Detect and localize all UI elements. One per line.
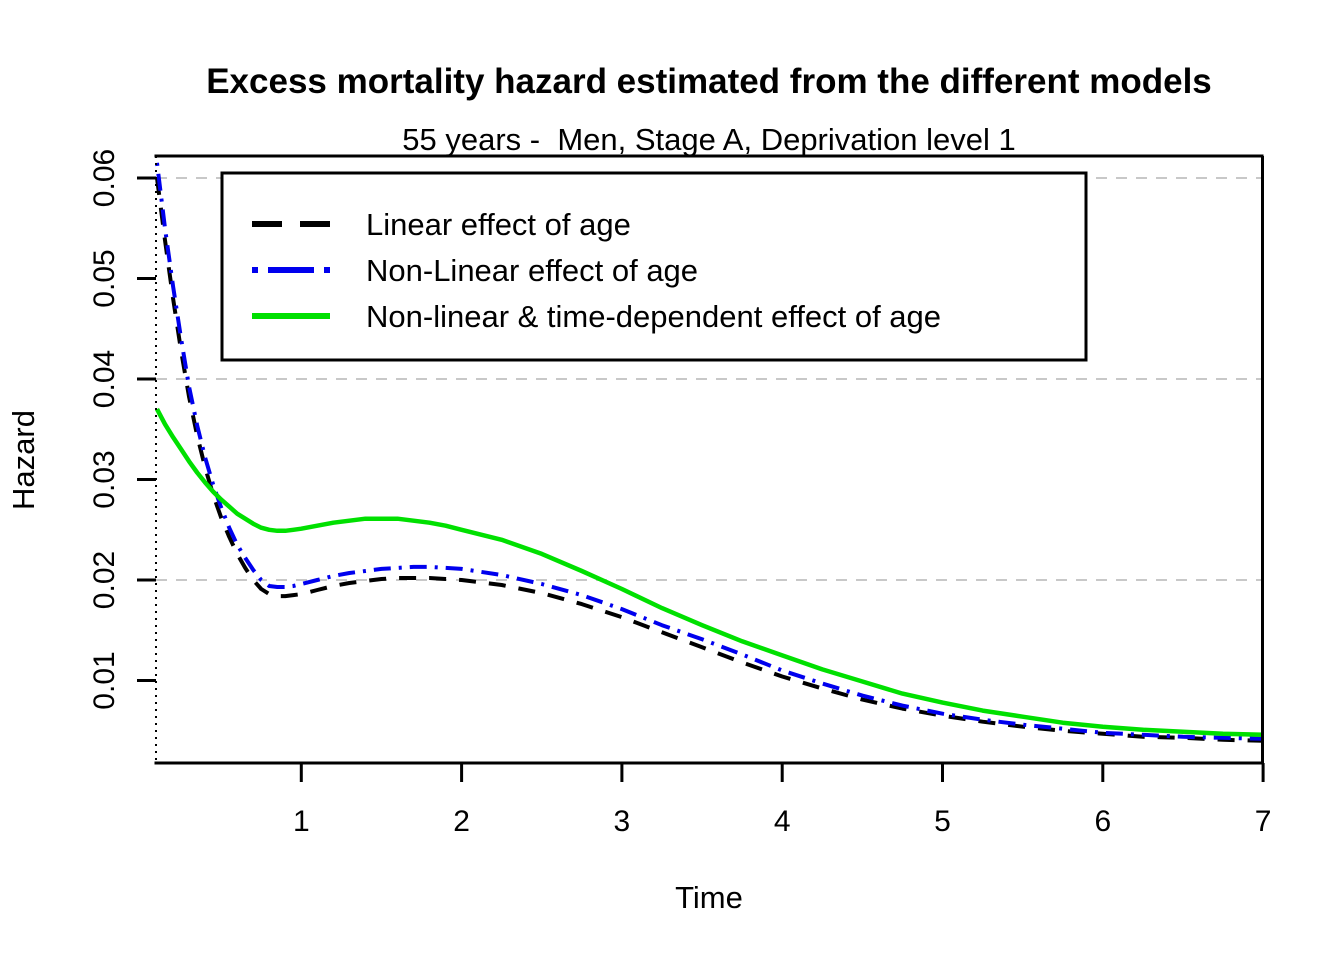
legend-label-0: Linear effect of age xyxy=(366,207,631,242)
x-tick-label-4: 4 xyxy=(774,805,791,838)
x-tick-label-7: 7 xyxy=(1255,805,1272,838)
series-line-0 xyxy=(155,177,1264,743)
x-axis-label: Time xyxy=(675,880,743,915)
y-tick-label-0.02: 0.02 xyxy=(88,551,121,609)
x-tick-label-5: 5 xyxy=(934,805,951,838)
y-tick-label-0.04: 0.04 xyxy=(88,350,121,408)
legend-label-1: Non-Linear effect of age xyxy=(366,253,698,288)
y-axis-label: Hazard xyxy=(6,410,41,510)
series-lines xyxy=(155,162,1264,743)
y-tick-label-0.06: 0.06 xyxy=(88,149,121,207)
legend: Linear effect of age Non-Linear effect of… xyxy=(220,171,1088,362)
legend-label-2: Non-linear & time-dependent effect of ag… xyxy=(366,299,941,334)
series-line-2 xyxy=(155,408,1264,738)
chart-title: Excess mortality hazard estimated from t… xyxy=(206,62,1212,101)
x-tick-label-1: 1 xyxy=(293,805,310,838)
axes xyxy=(137,154,1265,782)
legend-box xyxy=(220,171,1088,362)
series-line-1 xyxy=(155,162,1264,741)
y-tick-labels: 0.01 0.02 0.03 0.04 0.05 0.06 xyxy=(88,149,121,710)
y-tick-label-0.03: 0.03 xyxy=(88,450,121,508)
chart-subtitle: 55 years - Men, Stage A, Deprivation lev… xyxy=(402,122,1015,157)
y-tick-label-0.05: 0.05 xyxy=(88,249,121,307)
x-tick-label-6: 6 xyxy=(1094,805,1111,838)
y-tick-label-0.01: 0.01 xyxy=(88,651,121,709)
x-tick-label-3: 3 xyxy=(614,805,631,838)
x-tick-label-2: 2 xyxy=(453,805,470,838)
x-tick-labels: 1 2 3 4 5 6 7 xyxy=(293,805,1271,838)
